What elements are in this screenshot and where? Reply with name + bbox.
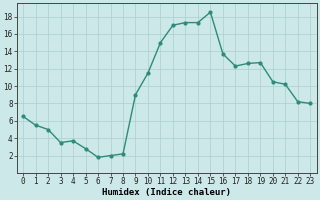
X-axis label: Humidex (Indice chaleur): Humidex (Indice chaleur) (102, 188, 231, 197)
